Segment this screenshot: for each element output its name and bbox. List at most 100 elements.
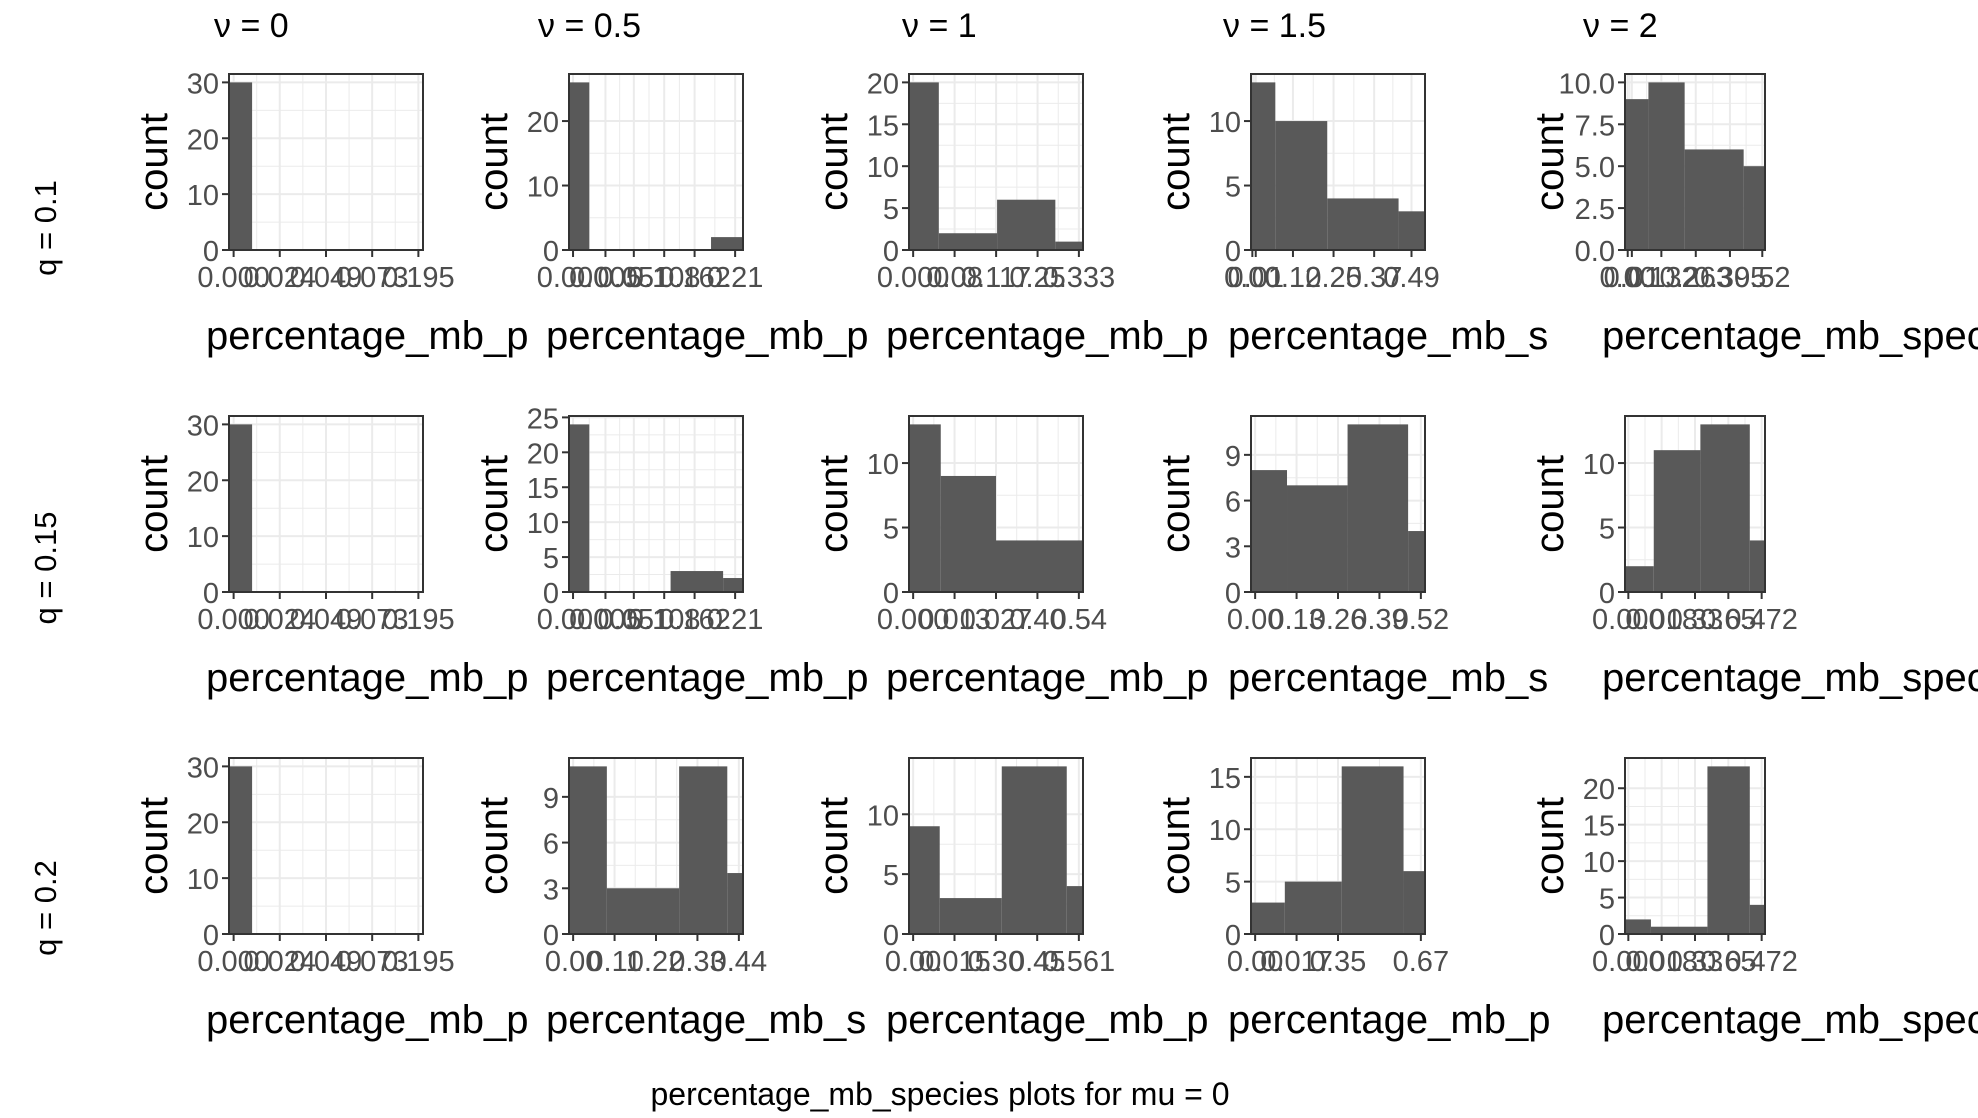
y-tick-label: 0 — [203, 920, 219, 952]
y-tick-label: 20 — [1583, 774, 1615, 806]
x-tick-label: 0.00 — [1599, 262, 1655, 294]
column-titles: ν = 0 ν = 0.5 ν = 1 ν = 1.5 ν = 2 — [214, 7, 1658, 45]
y-tick-label: 9 — [543, 783, 559, 815]
histogram-bar — [1284, 881, 1342, 934]
x-tick-label: 0.000 — [197, 604, 270, 636]
y-tick-label: 5 — [543, 543, 559, 575]
x-tick-label: 0.54 — [1051, 604, 1107, 636]
panel-r0-c3: 0 5 10 0.000.010.120.250.370.49 count percent… — [1154, 73, 1548, 358]
y-tick-label: 10 — [187, 522, 219, 554]
y-tick-label: 5 — [1599, 884, 1615, 916]
y-axis-title: count — [1528, 455, 1572, 553]
x-tick-label: 0.005 — [569, 262, 642, 294]
x-axis-title: percentage_mb_p — [886, 998, 1208, 1042]
y-tick-label: 10 — [527, 172, 559, 204]
x-tick-label: 0.33 — [1667, 604, 1723, 636]
y-axis-title: count — [1154, 797, 1198, 895]
y-tick-label: 0 — [1225, 920, 1241, 952]
x-tick-label: 0.195 — [382, 262, 455, 294]
x-tick-label: 0.024 — [243, 262, 316, 294]
y-tick-label: 5 — [883, 514, 899, 546]
x-axis-title: percentage_mb_p — [206, 656, 528, 700]
x-tick-label: 0.018 — [1625, 604, 1698, 636]
x-tick-label: 0.000 — [877, 604, 950, 636]
y-tick-label: 10 — [1209, 107, 1241, 139]
x-tick-label: 0.000 — [877, 262, 950, 294]
row-titles: q = 0.1 q = 0.15 q = 0.2 — [28, 180, 63, 956]
y-tick-label: 25 — [527, 403, 559, 435]
histogram-bar — [569, 766, 607, 934]
y-tick-label: 20 — [867, 68, 899, 100]
y-tick-label: 0 — [203, 578, 219, 610]
histogram-bar — [1749, 904, 1765, 934]
histogram-bar — [229, 82, 253, 250]
x-axis-title: percentage_mb_p — [886, 656, 1208, 700]
panel-border — [1250, 73, 1426, 251]
y-tick-label: 20 — [187, 466, 219, 498]
x-tick-label: 0.117 — [961, 262, 1031, 294]
histogram-bar — [679, 766, 728, 934]
panel-background — [569, 416, 743, 592]
x-tick-label: 0.21 — [707, 604, 763, 636]
x-tick-label: 0.000 — [1592, 946, 1665, 978]
histogram-bar — [711, 237, 743, 250]
x-axis-title: percentage_mb_p — [546, 656, 868, 700]
x-tick-label: 0.00 — [1227, 946, 1283, 978]
y-tick-label: 20 — [187, 124, 219, 156]
x-tick-label: 0.33 — [669, 946, 725, 978]
x-tick-label: 0.52 — [1734, 262, 1790, 294]
histogram-bar — [1743, 166, 1765, 250]
histogram-bar — [1707, 766, 1750, 934]
y-tick-label: 10 — [1583, 449, 1615, 481]
y-tick-label: 7.5 — [1575, 110, 1615, 142]
histogram-bar — [909, 82, 939, 250]
histogram-bar — [569, 82, 590, 250]
y-tick-label: 10 — [187, 180, 219, 212]
panel-r0-c4: 0.0 2.5 5.0 7.5 10.0 0.000.010.1320.2630.3950… — [1528, 68, 1978, 358]
x-tick-label: 0.22 — [628, 946, 684, 978]
histogram-bar — [1327, 198, 1399, 250]
x-tick-label: 0.027 — [960, 604, 1033, 636]
x-tick-label: 0.263 — [1659, 262, 1732, 294]
y-axis-title: count — [1528, 113, 1572, 211]
y-tick-label: 0 — [543, 236, 559, 268]
y-tick-label: 0 — [883, 236, 899, 268]
x-tick-label: 0.01 — [1604, 262, 1660, 294]
y-tick-label: 10.0 — [1559, 68, 1615, 100]
x-tick-label: 0.12 — [1265, 262, 1321, 294]
histogram-bar — [606, 888, 680, 934]
x-tick-label: 0.21 — [707, 262, 763, 294]
histogram-bar — [1625, 99, 1649, 251]
panel-border — [568, 415, 744, 593]
histogram-bar — [1055, 241, 1083, 250]
histogram-bar — [1625, 919, 1651, 934]
x-tick-label: 0.11 — [587, 946, 641, 978]
histogram-bar — [1749, 540, 1765, 592]
histogram-bar — [996, 540, 1083, 592]
y-tick-label: 15 — [527, 473, 559, 505]
x-tick-label: 0.333 — [1043, 262, 1116, 294]
y-axis-title: count — [132, 455, 176, 553]
col-title-nu-2: ν = 2 — [1583, 7, 1658, 45]
x-tick-label: 0.13 — [1268, 604, 1324, 636]
panel-r2-c1: 0 3 6 9 0.000.110.220.330.44 count percentage_… — [472, 757, 866, 1042]
y-axis-title: count — [1154, 113, 1198, 211]
histogram-bar — [939, 898, 1002, 934]
y-tick-label: 5 — [883, 860, 899, 892]
x-tick-label: 0.35 — [1310, 946, 1366, 978]
y-tick-label: 0 — [1225, 578, 1241, 610]
y-tick-label: 5 — [1225, 868, 1241, 900]
x-tick-label: 0.561 — [1043, 946, 1116, 978]
x-tick-label: 0.073 — [336, 604, 409, 636]
x-tick-label: 0.00 — [1227, 604, 1283, 636]
x-tick-label: 0.049 — [290, 946, 363, 978]
y-tick-label: 3 — [1225, 532, 1241, 564]
histogram-bar — [1251, 82, 1276, 250]
y-tick-label: 20 — [187, 808, 219, 840]
x-tick-label: 0.00 — [885, 946, 941, 978]
